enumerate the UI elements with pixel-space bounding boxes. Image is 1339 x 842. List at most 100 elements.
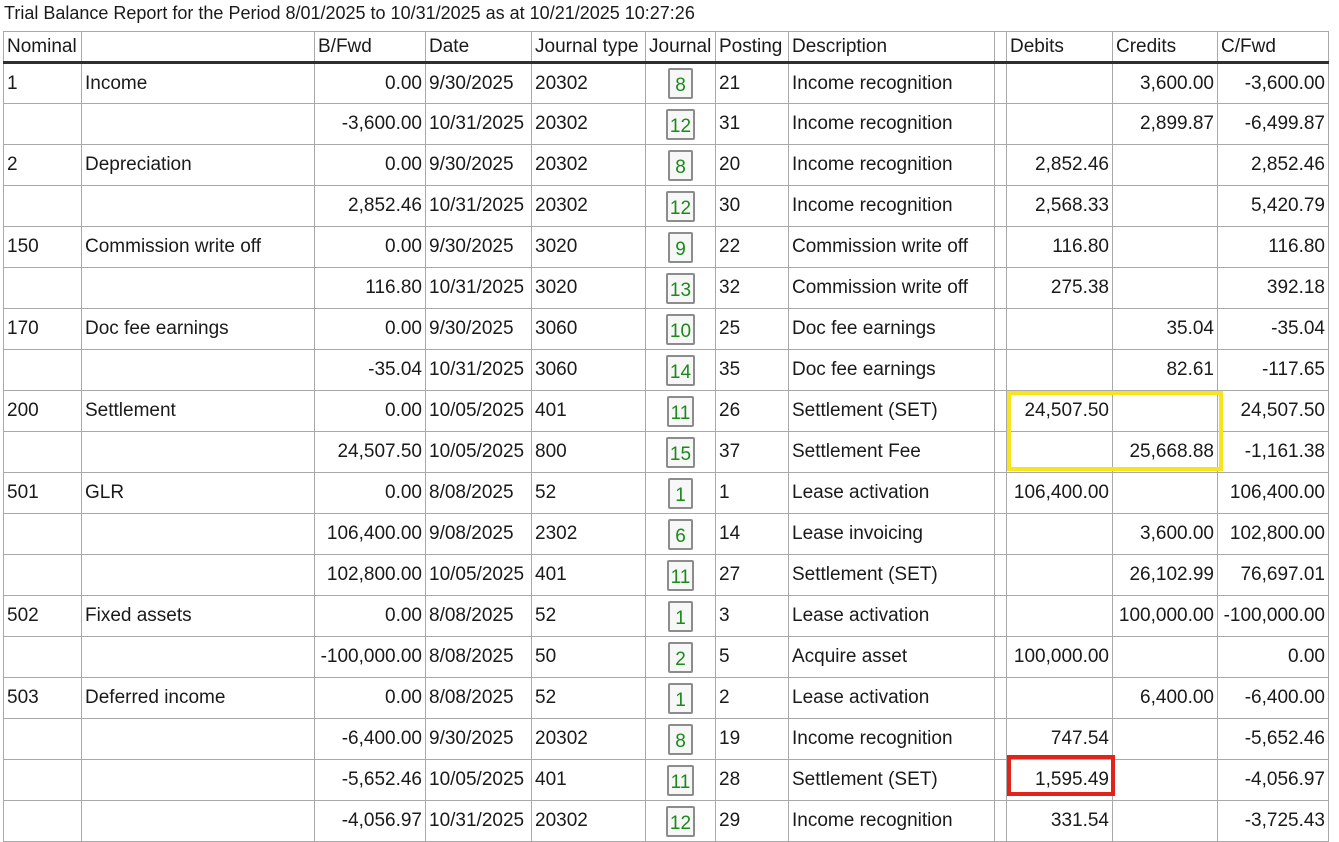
cell-date: 9/30/2025 (425, 144, 532, 186)
journal-link-button[interactable]: 11 (666, 559, 695, 591)
col-header-bfwd[interactable]: B/Fwd (314, 31, 426, 64)
cell-cfwd: -3,600.00 (1217, 62, 1329, 104)
cell-journal: 2 (645, 636, 716, 678)
col-header-date[interactable]: Date (425, 31, 532, 64)
cell-journal: 8 (645, 718, 716, 760)
col-header-cfwd[interactable]: C/Fwd (1217, 31, 1329, 64)
cell-spacer (994, 800, 1007, 842)
journal-link-button[interactable]: 1 (668, 600, 693, 632)
journal-link-button[interactable]: 13 (665, 272, 696, 304)
journal-link-button[interactable]: 8 (668, 149, 693, 181)
journal-link-button[interactable]: 6 (668, 518, 693, 550)
cell-account-name (81, 800, 315, 842)
cell-nominal (3, 759, 82, 801)
journal-link-button[interactable]: 12 (665, 805, 696, 837)
cell-debits (1006, 554, 1113, 596)
cell-cfwd: 5,420.79 (1217, 185, 1329, 227)
cell-date: 10/31/2025 (425, 267, 532, 309)
cell-posting: 30 (715, 185, 789, 227)
cell-bfwd: 102,800.00 (314, 554, 426, 596)
journal-link-button[interactable]: 12 (665, 190, 696, 222)
cell-account-name (81, 103, 315, 145)
cell-bfwd: 0.00 (314, 144, 426, 186)
cell-description: Income recognition (788, 62, 995, 104)
journal-link-button[interactable]: 8 (668, 723, 693, 755)
cell-spacer (994, 349, 1007, 391)
cell-journal-type: 3060 (531, 349, 646, 391)
cell-journal-type: 401 (531, 554, 646, 596)
col-header-debits[interactable]: Debits (1006, 31, 1113, 64)
cell-date: 10/31/2025 (425, 800, 532, 842)
cell-credits (1112, 636, 1218, 678)
col-header-journal[interactable]: Journal (645, 31, 716, 64)
cell-posting: 5 (715, 636, 789, 678)
cell-journal: 13 (645, 267, 716, 309)
cell-bfwd: -100,000.00 (314, 636, 426, 678)
journal-link-button[interactable]: 12 (665, 108, 696, 140)
cell-date: 8/08/2025 (425, 677, 532, 719)
cell-bfwd: 106,400.00 (314, 513, 426, 555)
cell-spacer (994, 308, 1007, 350)
cell-posting: 25 (715, 308, 789, 350)
cell-debits (1006, 513, 1113, 555)
cell-description: Income recognition (788, 185, 995, 227)
cell-debits: 2,568.33 (1006, 185, 1113, 227)
journal-link-button[interactable]: 11 (666, 395, 695, 427)
col-header-journal-type[interactable]: Journal type (531, 31, 646, 64)
cell-date: 9/30/2025 (425, 308, 532, 350)
journal-link-button[interactable]: 15 (665, 436, 696, 468)
cell-bfwd: 0.00 (314, 677, 426, 719)
cell-description: Income recognition (788, 800, 995, 842)
cell-date: 9/30/2025 (425, 718, 532, 760)
cell-description: Settlement Fee (788, 431, 995, 473)
cell-posting: 28 (715, 759, 789, 801)
cell-credits: 26,102.99 (1112, 554, 1218, 596)
table-header-row: Nominal B/Fwd Date Journal type Journal … (3, 31, 1329, 64)
journal-link-button[interactable]: 2 (668, 641, 693, 673)
cell-bfwd: 2,852.46 (314, 185, 426, 227)
cell-journal: 1 (645, 472, 716, 514)
journal-link-button[interactable]: 8 (668, 68, 693, 99)
cell-spacer (994, 431, 1007, 473)
cell-journal: 12 (645, 185, 716, 227)
cell-date: 10/05/2025 (425, 431, 532, 473)
cell-credits (1112, 226, 1218, 268)
col-header-description[interactable]: Description (788, 31, 995, 64)
cell-journal-type: 52 (531, 595, 646, 637)
col-header-credits[interactable]: Credits (1112, 31, 1218, 64)
journal-link-button[interactable]: 11 (666, 764, 695, 796)
cell-description: Lease invoicing (788, 513, 995, 555)
cell-credits: 6,400.00 (1112, 677, 1218, 719)
cell-cfwd: -1,161.38 (1217, 431, 1329, 473)
cell-credits: 35.04 (1112, 308, 1218, 350)
journal-link-button[interactable]: 14 (665, 354, 696, 386)
cell-journal: 11 (645, 554, 716, 596)
table-row: -35.04 10/31/2025 3060 14 35 Doc fee earnings… (3, 349, 1329, 391)
cell-nominal: 2 (3, 144, 82, 186)
cell-bfwd: 0.00 (314, 472, 426, 514)
journal-link-button[interactable]: 1 (668, 477, 693, 509)
journal-link-button[interactable]: 1 (668, 682, 693, 714)
journal-link-button[interactable]: 10 (665, 313, 696, 345)
cell-debits: 2,852.46 (1006, 144, 1113, 186)
col-header-posting[interactable]: Posting (715, 31, 789, 64)
col-header-nominal[interactable]: Nominal (3, 31, 82, 64)
cell-description: Income recognition (788, 103, 995, 145)
cell-posting: 31 (715, 103, 789, 145)
journal-link-button[interactable]: 9 (668, 231, 693, 263)
cell-debits: 106,400.00 (1006, 472, 1113, 514)
cell-account-name (81, 349, 315, 391)
cell-journal-type: 52 (531, 472, 646, 514)
cell-credits (1112, 472, 1218, 514)
cell-credits (1112, 267, 1218, 309)
cell-spacer (994, 472, 1007, 514)
cell-date: 10/05/2025 (425, 554, 532, 596)
cell-account-name (81, 636, 315, 678)
cell-debits: 100,000.00 (1006, 636, 1113, 678)
cell-journal: 15 (645, 431, 716, 473)
cell-journal: 12 (645, 103, 716, 145)
cell-spacer (994, 636, 1007, 678)
cell-cfwd: 0.00 (1217, 636, 1329, 678)
cell-spacer (994, 390, 1007, 432)
cell-cfwd: 24,507.50 (1217, 390, 1329, 432)
